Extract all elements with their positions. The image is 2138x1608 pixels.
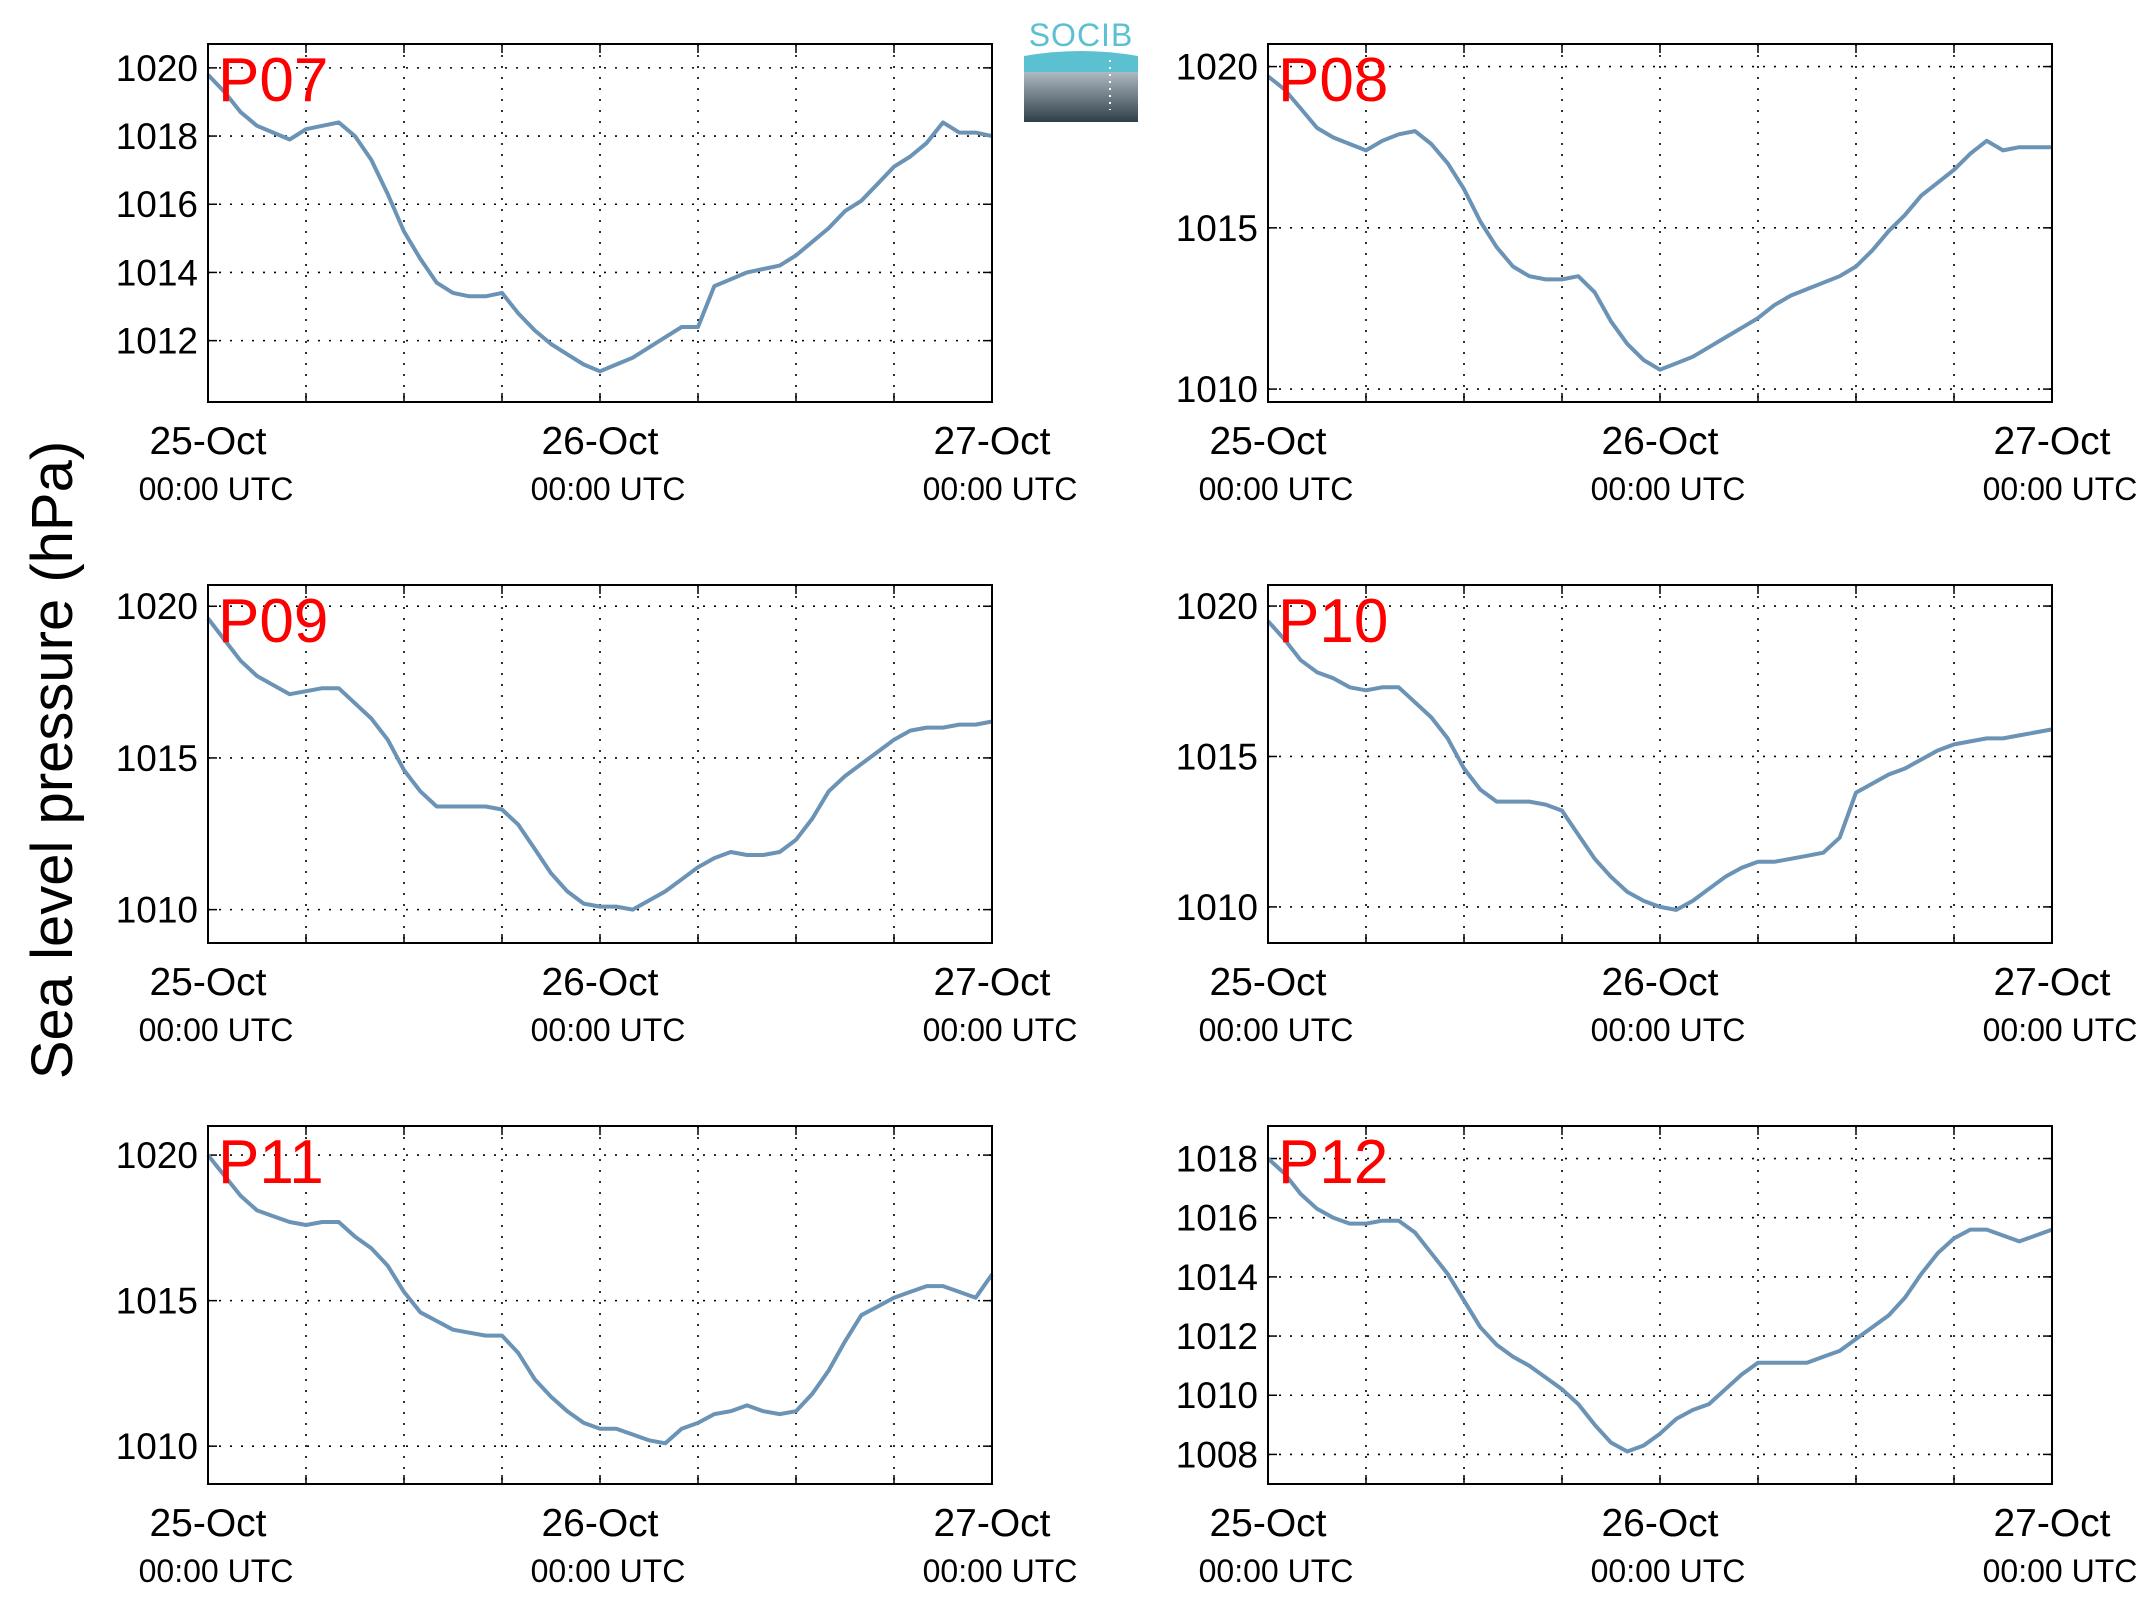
plot-frame xyxy=(207,584,993,944)
plot-frame xyxy=(207,1125,993,1485)
x-tick-label-time: 00:00 UTC xyxy=(531,1012,686,1048)
x-tick-label-date: 26-Oct xyxy=(541,420,658,463)
panel-p09: 1010 1015 1020 P09 25-Oct 00:00 UTC 26-Oct 00:0… xyxy=(116,584,1078,1048)
x-tick-label-date: 27-Oct xyxy=(933,420,1050,463)
panel-p07: 1012 1014 1016 1018 1020 P07 25-Oct 00:00 UTC 26… xyxy=(116,43,1078,507)
x-tick-label-date: 25-Oct xyxy=(1209,961,1326,1004)
x-tick-label-time: 00:00 UTC xyxy=(923,471,1078,507)
socib-logo: SOCIB xyxy=(1024,17,1138,122)
plot-frame xyxy=(1267,584,2053,944)
logo-block xyxy=(1024,72,1138,122)
pressure-series-line xyxy=(206,1153,994,1446)
x-tick-label-time: 00:00 UTC xyxy=(1199,1012,1354,1048)
y-tick-label: 1014 xyxy=(116,252,198,293)
x-tick-label-time: 00:00 UTC xyxy=(139,1012,294,1048)
x-tick-label-date: 25-Oct xyxy=(1209,420,1326,463)
y-tick-label: 1015 xyxy=(116,1281,198,1322)
x-tick-label-date: 27-Oct xyxy=(933,1502,1050,1545)
y-tick-label: 1020 xyxy=(1176,586,1258,627)
panel-title: P07 xyxy=(218,46,328,115)
panel-title: P09 xyxy=(218,587,328,656)
x-tick-label-time: 00:00 UTC xyxy=(1199,471,1354,507)
y-tick-label: 1010 xyxy=(116,1426,198,1467)
x-tick-label-date: 25-Oct xyxy=(149,1502,266,1545)
y-tick-label: 1015 xyxy=(1176,208,1258,249)
panel-title: P10 xyxy=(1278,587,1388,656)
x-tick-label-date: 25-Oct xyxy=(1209,1502,1326,1545)
y-tick-label: 1010 xyxy=(1176,369,1258,410)
y-tick-label: 1020 xyxy=(116,586,198,627)
y-tick-label: 1010 xyxy=(1176,887,1258,928)
y-tick-label: 1020 xyxy=(1176,47,1258,88)
y-tick-label: 1012 xyxy=(116,321,198,362)
y-tick-label: 1020 xyxy=(116,48,198,89)
x-tick-label-date: 26-Oct xyxy=(1601,420,1718,463)
x-tick-label-time: 00:00 UTC xyxy=(1591,1012,1746,1048)
pressure-series-line xyxy=(1266,1157,2053,1454)
y-tick-label: 1018 xyxy=(116,116,198,157)
plot-frame xyxy=(1267,1125,2053,1485)
pressure-series-line xyxy=(206,617,993,912)
panel-title: P11 xyxy=(218,1128,324,1197)
x-tick-label-time: 00:00 UTC xyxy=(1983,1012,2138,1048)
x-tick-label-time: 00:00 UTC xyxy=(139,471,294,507)
logo-wave xyxy=(1024,51,1138,72)
x-tick-label-time: 00:00 UTC xyxy=(1591,1553,1746,1589)
x-tick-label-time: 00:00 UTC xyxy=(531,1553,686,1589)
x-tick-label-time: 00:00 UTC xyxy=(923,1553,1078,1589)
y-tick-label: 1010 xyxy=(1176,1375,1258,1416)
x-tick-label-date: 27-Oct xyxy=(1993,961,2110,1004)
y-tick-label: 1010 xyxy=(116,890,198,931)
y-tick-label: 1015 xyxy=(116,738,198,779)
pressure-series-line xyxy=(206,73,993,374)
x-tick-label-date: 26-Oct xyxy=(1601,1502,1718,1545)
plot-frame xyxy=(207,43,993,403)
x-tick-label-time: 00:00 UTC xyxy=(1983,471,2138,507)
x-tick-label-time: 00:00 UTC xyxy=(1983,1553,2138,1589)
panel-title: P12 xyxy=(1278,1128,1388,1197)
y-tick-label: 1016 xyxy=(116,184,198,225)
x-tick-label-date: 27-Oct xyxy=(1993,420,2110,463)
panels: 1012 1014 1016 1018 1020 P07 25-Oct 00:00 UTC 26… xyxy=(116,43,2138,1589)
x-tick-label-date: 25-Oct xyxy=(149,420,266,463)
panel-p11: 1010 1015 1020 P11 25-Oct 00:00 UTC 26-Oct 00:0… xyxy=(116,1125,1078,1589)
y-axis-label: Sea level pressure (hPa) xyxy=(20,441,85,1079)
y-tick-label: 1016 xyxy=(1176,1198,1258,1239)
x-tick-label-date: 26-Oct xyxy=(1601,961,1718,1004)
logo-text: SOCIB xyxy=(1029,17,1134,53)
x-tick-label-date: 25-Oct xyxy=(149,961,266,1004)
x-tick-label-date: 27-Oct xyxy=(933,961,1050,1004)
panel-title: P08 xyxy=(1278,46,1388,115)
y-tick-label: 1008 xyxy=(1176,1434,1258,1475)
x-tick-label-time: 00:00 UTC xyxy=(1199,1553,1354,1589)
pressure-series-line xyxy=(1266,619,2053,912)
panel-p10: 1010 1015 1020 P10 25-Oct 00:00 UTC 26-Oct 00:0… xyxy=(1176,584,2138,1048)
x-tick-label-date: 27-Oct xyxy=(1993,1502,2110,1545)
y-tick-label: 1020 xyxy=(116,1135,198,1176)
x-tick-label-date: 26-Oct xyxy=(541,1502,658,1545)
x-tick-label-time: 00:00 UTC xyxy=(531,471,686,507)
x-tick-label-time: 00:00 UTC xyxy=(139,1553,294,1589)
x-tick-label-time: 00:00 UTC xyxy=(923,1012,1078,1048)
x-tick-label-time: 00:00 UTC xyxy=(1591,471,1746,507)
pressure-series-line xyxy=(1266,74,2052,372)
panel-p08: 1010 1015 1020 P08 25-Oct 00:00 UTC 26-Oct 00:0… xyxy=(1176,43,2138,507)
plot-frame xyxy=(1267,43,2053,403)
y-tick-label: 1012 xyxy=(1176,1316,1258,1357)
y-tick-label: 1015 xyxy=(1176,736,1258,777)
y-tick-label: 1018 xyxy=(1176,1139,1258,1180)
panel-p12: 1008 1010 1012 1014 1016 1018 P12 25-Oct 00:00 U… xyxy=(1176,1125,2138,1589)
y-tick-label: 1014 xyxy=(1176,1257,1258,1298)
x-tick-label-date: 26-Oct xyxy=(541,961,658,1004)
